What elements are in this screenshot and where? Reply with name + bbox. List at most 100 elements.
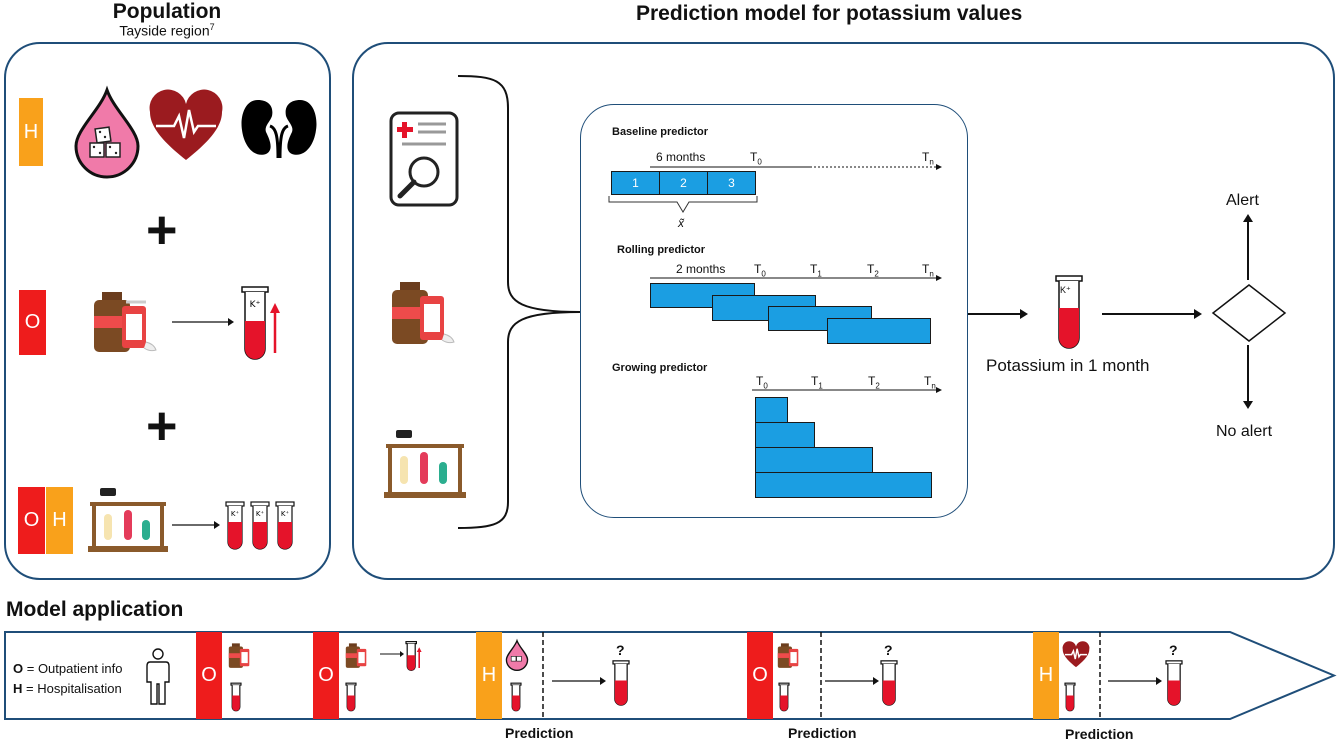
unknown-value: ? [884,642,893,658]
baseline-window-label: 6 months [656,150,706,164]
rolling-tick-label: T2 [867,262,879,279]
growing-window-bar [755,397,788,423]
predictor-box [580,104,968,518]
plus-sign: + [146,396,178,456]
baseline-bar-segment [707,171,756,195]
outpatient-badge: O [18,487,45,554]
prediction-label: Prediction [788,725,857,741]
potassium-tubes-icon: K⁺ K⁺ K⁺ [225,501,295,550]
medical-record-search-icon [389,111,459,207]
hospital-badge: H [19,98,43,166]
decision-diamond [1211,284,1287,342]
segment-label: 3 [728,176,735,190]
baseline-timeline [650,164,942,170]
rolling-predictor-label: Rolling predictor [617,244,705,256]
svg-text:K⁺: K⁺ [231,510,240,518]
hospital-badge: H [46,487,73,554]
medication-icon [94,292,157,352]
svg-text:K⁺: K⁺ [250,300,261,310]
rolling-tick-label: T0 [754,262,766,279]
alert-label: Alert [1226,192,1259,209]
heart-icon [149,89,223,160]
output-label: Potassium in 1 month [986,356,1150,375]
heart-icon [1062,641,1090,668]
potassium-tube-high-icon [405,641,422,671]
prediction-label: Prediction [1065,726,1134,742]
potassium-tube-icon [510,682,522,712]
medication-icon [777,643,799,668]
arrow-right-icon [552,677,606,685]
person-icon [146,648,170,705]
input-brace [457,75,581,529]
potassium-tube-high-icon: K⁺ [241,286,280,360]
arrow-right-icon [1108,677,1162,685]
potassium-tube-icon [230,682,242,712]
prediction-divider [542,632,544,719]
population-panel [4,42,331,580]
rolling-timeline [650,275,942,281]
population-subtitle: Tayside region7 [119,22,215,39]
diabetes-drop-icon [74,85,140,179]
arrow-up-icon [1243,214,1253,280]
rolling-window-bar [827,318,931,344]
prediction-divider [1099,632,1101,719]
growing-window-bar [755,447,873,473]
outpatient-event: O [196,632,222,719]
medication-icon [392,282,455,344]
rolling-tick-label: T1 [810,262,822,279]
median-symbol: x̃ [678,216,684,230]
unknown-value: ? [1169,642,1178,658]
outpatient-event: O [313,632,339,719]
prediction-divider [820,632,822,719]
legend-hospital: H = Hospitalisation [13,681,122,696]
test-tube-rack-icon [384,430,466,498]
rolling-tick-label: Tn [922,262,934,279]
arrow-right-icon [380,651,404,657]
hospital-event: H [1033,632,1059,719]
kidneys-icon [241,100,317,159]
legend-outpatient: O = Outpatient info [13,661,123,676]
growing-tick-label: Tn [924,374,936,391]
potassium-tube-icon [612,660,630,706]
potassium-tube-icon [345,682,357,712]
growing-tick-label: T1 [811,374,823,391]
potassium-tube-icon [778,682,790,712]
svg-text:K⁺: K⁺ [281,510,290,518]
medication-icon [345,643,367,668]
arrow-down-icon [1243,345,1253,409]
arrow-right-icon [1102,309,1202,319]
segment-label: 1 [632,176,639,190]
test-tube-rack-icon [88,488,168,552]
medication-icon [228,643,250,668]
prediction-model-panel [352,42,1335,580]
growing-timeline [752,387,942,393]
svg-text:K⁺: K⁺ [256,510,265,518]
growing-tick-label: T0 [756,374,768,391]
population-title: Population [112,0,222,23]
no-alert-label: No alert [1216,423,1273,440]
arrow-right-icon [968,309,1028,319]
potassium-tube-icon [880,660,898,706]
arrow-right-icon [825,677,879,685]
hospital-event: H [476,632,502,719]
growing-window-bar [755,472,932,498]
arrow-right-icon [172,318,234,326]
potassium-tube-icon [1055,275,1083,349]
growing-tick-label: T2 [868,374,880,391]
plus-sign: + [146,200,178,260]
segment-label: 2 [680,176,687,190]
tube-k-label: K⁺ [1060,285,1071,295]
unknown-value: ? [616,642,625,658]
potassium-tube-icon [1064,682,1076,712]
rolling-window-label: 2 months [676,262,726,276]
baseline-summary-brace [608,196,758,213]
arrow-right-icon [172,521,220,529]
outpatient-event: O [747,632,773,719]
potassium-tube-icon [1165,660,1183,706]
growing-predictor-label: Growing predictor [612,362,708,374]
diabetes-drop-icon [505,638,529,671]
baseline-predictor-label: Baseline predictor [612,126,708,138]
model-application-title: Model application [6,598,184,621]
prediction-model-title: Prediction model for potassium values [636,2,1023,25]
growing-window-bar [755,422,815,448]
